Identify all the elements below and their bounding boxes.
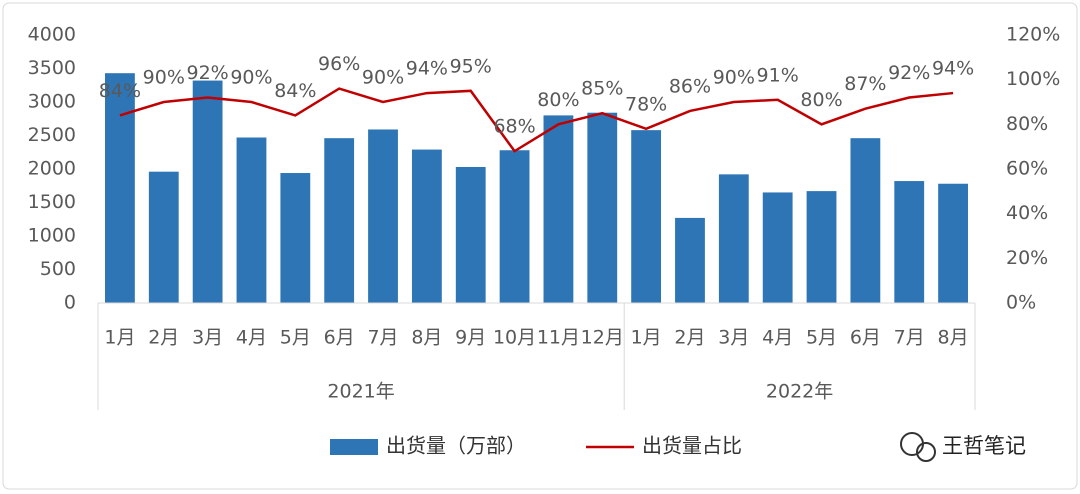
source-text: 王哲笔记 — [942, 434, 1026, 458]
data-label: 90% — [362, 67, 404, 89]
x-tick-label: 7月 — [894, 327, 925, 349]
x-tick-label: 1月 — [104, 327, 135, 349]
bar — [192, 80, 223, 303]
data-label: 92% — [888, 62, 930, 84]
line — [119, 87, 954, 153]
data-label: 90% — [143, 67, 185, 89]
y-tick-label: 4000 — [28, 24, 76, 46]
bar — [938, 183, 968, 303]
bar — [105, 73, 135, 303]
y-tick-label: 0 — [64, 292, 76, 314]
x-tick-label: 11月 — [537, 327, 580, 349]
bar — [411, 149, 442, 303]
x-tick-label: 1月 — [631, 327, 662, 349]
bar — [587, 112, 618, 303]
bar — [280, 173, 311, 303]
y-tick-label: 2000 — [28, 158, 76, 180]
bar — [324, 138, 355, 303]
data-label: 78% — [625, 93, 667, 115]
group-label: 2021年 — [327, 381, 394, 403]
bar — [850, 138, 881, 303]
data-label: 94% — [932, 58, 974, 80]
data-label: 94% — [406, 58, 448, 80]
bar — [455, 166, 486, 303]
y-tick-label: 500 — [40, 258, 76, 280]
bar — [148, 171, 179, 303]
bar — [675, 217, 705, 303]
data-label: 86% — [669, 75, 711, 97]
y-tick-label: 3500 — [28, 57, 76, 79]
bar — [762, 192, 793, 303]
y2-tick-label: 120% — [1006, 24, 1060, 46]
data-label: 84% — [99, 80, 141, 102]
bar — [718, 174, 749, 303]
x-tick-label: 12月 — [581, 327, 624, 349]
x-tick-label: 4月 — [236, 327, 267, 349]
data-label: 68% — [493, 116, 535, 138]
bar — [368, 129, 398, 303]
y-tick-label: 1500 — [28, 191, 76, 213]
x-tick-label: 5月 — [280, 327, 311, 349]
x-tick-label: 5月 — [806, 327, 837, 349]
y-tick-label: 1000 — [28, 225, 76, 247]
data-label: 80% — [800, 89, 842, 111]
y2-tick-label: 20% — [1006, 247, 1048, 269]
data-label: 87% — [844, 73, 886, 95]
data-label: 95% — [450, 55, 492, 77]
data-label: 96% — [318, 53, 360, 75]
x-tick-label: 10月 — [493, 327, 536, 349]
y-tick-label: 2500 — [28, 124, 76, 146]
x-tick-label: 3月 — [718, 327, 749, 349]
data-label: 80% — [537, 89, 579, 111]
legend-swatch — [330, 439, 378, 455]
y-tick-label: 3000 — [28, 91, 76, 113]
x-tick-label: 6月 — [850, 327, 881, 349]
data-label: 92% — [187, 62, 229, 84]
x-tick-label: 2月 — [674, 327, 705, 349]
bar — [806, 191, 837, 303]
y2-tick-label: 0% — [1006, 292, 1036, 314]
y2-tick-label: 100% — [1006, 68, 1060, 90]
bar — [543, 115, 574, 304]
data-label: 91% — [757, 64, 799, 86]
bar — [631, 130, 662, 303]
source: 王哲笔记 — [900, 432, 1026, 462]
data-label: 84% — [274, 80, 316, 102]
x-tick-label: 9月 — [455, 327, 486, 349]
x-tick-label: 4月 — [762, 327, 793, 349]
data-label: 90% — [230, 67, 272, 89]
x-tick-label: 3月 — [192, 327, 223, 349]
x-tick-label: 2月 — [148, 327, 179, 349]
group-label: 2022年 — [766, 381, 833, 403]
x-tick-label: 7月 — [367, 327, 398, 349]
x-tick-label: 8月 — [938, 327, 969, 349]
source-icon — [916, 442, 936, 462]
bar — [894, 181, 925, 303]
data-label: 85% — [581, 78, 623, 100]
y2-tick-label: 60% — [1006, 158, 1048, 180]
x-tick-label: 8月 — [411, 327, 442, 349]
data-label: 90% — [713, 67, 755, 89]
x-tick-label: 6月 — [324, 327, 355, 349]
y2-tick-label: 80% — [1006, 113, 1048, 135]
y2-tick-label: 40% — [1006, 202, 1048, 224]
bar — [499, 150, 530, 303]
legend-label: 出货量占比 — [642, 434, 742, 458]
legend-label: 出货量（万部） — [386, 434, 526, 458]
bar — [236, 137, 267, 303]
